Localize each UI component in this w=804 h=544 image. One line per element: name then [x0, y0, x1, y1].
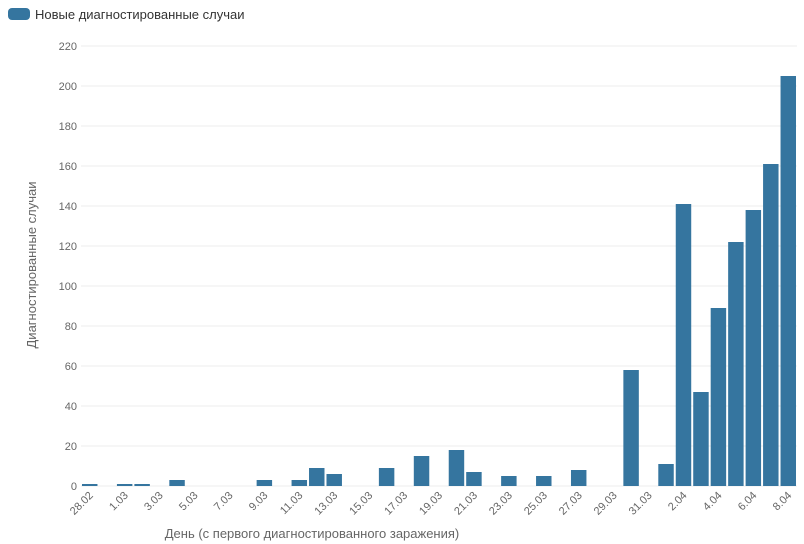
- x-tick-label: 13.03: [312, 490, 340, 518]
- bar: [675, 204, 692, 486]
- bar: [448, 450, 465, 486]
- bar: [710, 308, 727, 486]
- legend-label: Новые диагностированные случаи: [35, 7, 245, 22]
- y-tick-label: 160: [59, 161, 77, 173]
- y-tick-label: 40: [65, 401, 77, 413]
- y-tick-label: 120: [59, 241, 77, 253]
- y-tick-label: 80: [65, 321, 77, 333]
- bar: [291, 480, 308, 486]
- bar: [658, 464, 674, 486]
- bar: [780, 76, 796, 486]
- x-tick-label: 11.03: [278, 490, 305, 517]
- x-tick-label: 4.04: [701, 490, 725, 514]
- bar: [309, 468, 325, 486]
- bar: [116, 484, 133, 486]
- x-tick-label: 7.03: [212, 490, 236, 514]
- bar: [536, 476, 552, 486]
- y-tick-label: 140: [59, 201, 77, 213]
- bar: [82, 484, 98, 486]
- bar: [134, 484, 150, 486]
- x-tick-label: 17.03: [382, 490, 410, 518]
- bar: [693, 392, 709, 486]
- bar: [570, 470, 587, 486]
- y-tick-label: 60: [65, 361, 77, 373]
- y-tick-label: 180: [59, 121, 77, 133]
- bar: [745, 210, 762, 486]
- bar: [728, 242, 744, 486]
- legend-swatch: [8, 8, 30, 20]
- y-axis-title: Диагностированные случаи: [24, 181, 39, 348]
- bar: [763, 164, 779, 486]
- x-tick-label: 29.03: [592, 490, 620, 518]
- bar: [466, 472, 482, 486]
- x-tick-label: 1.03: [107, 490, 131, 514]
- bar: [501, 476, 517, 486]
- x-tick-label: 27.03: [557, 490, 585, 518]
- x-tick-label: 6.04: [736, 490, 760, 514]
- x-tick-label: 2.04: [666, 490, 690, 514]
- x-tick-label: 5.03: [177, 490, 201, 514]
- bar: [256, 480, 273, 486]
- bar: [413, 456, 430, 486]
- y-tick-label: 220: [59, 41, 77, 53]
- x-tick-label: 3.03: [142, 490, 166, 514]
- x-axis-title: День (с первого диагностированного зараж…: [165, 526, 460, 541]
- x-tick-label: 23.03: [487, 490, 515, 518]
- bar: [169, 480, 185, 486]
- x-tick-label: 9.03: [247, 490, 271, 514]
- y-tick-label: 20: [65, 441, 77, 453]
- x-tick-label: 31.03: [627, 490, 655, 518]
- x-tick-label: 28.02: [68, 490, 96, 518]
- y-tick-label: 0: [71, 481, 77, 493]
- x-tick-label: 21.03: [452, 490, 480, 518]
- y-tick-label: 200: [59, 81, 77, 93]
- y-tick-label: 100: [59, 281, 77, 293]
- x-tick-label: 25.03: [522, 490, 550, 518]
- x-tick-label: 19.03: [417, 490, 445, 518]
- bar: [326, 474, 342, 486]
- x-tick-label: 15.03: [347, 490, 375, 518]
- x-tick-label: 8.04: [771, 490, 795, 514]
- bar: [623, 370, 639, 486]
- bar: [378, 468, 395, 486]
